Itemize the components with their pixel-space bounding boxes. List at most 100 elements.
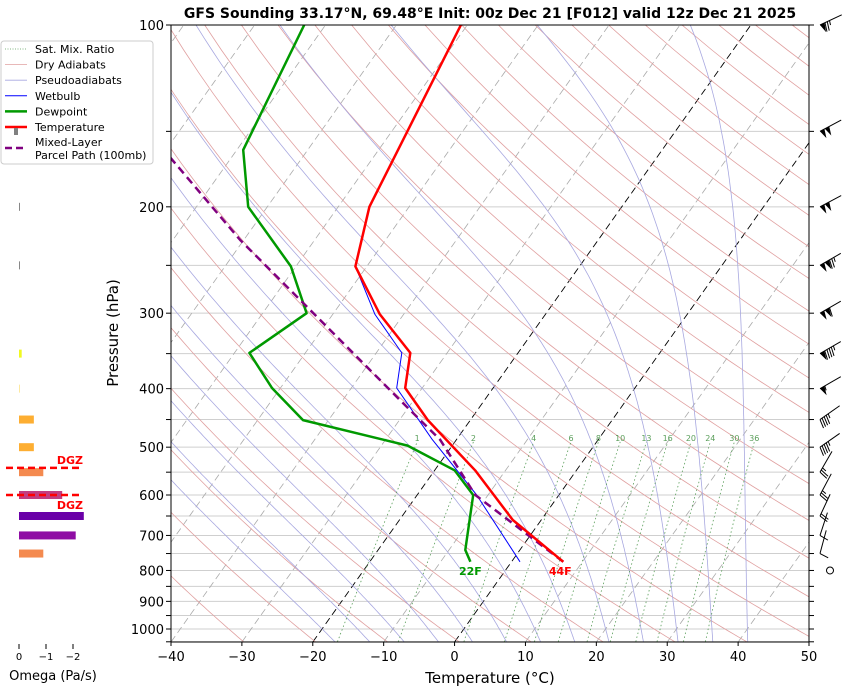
dry-adiabat-line (277, 25, 809, 485)
x-tick-label: 50 (801, 650, 818, 665)
y-tick-label: 200 (139, 201, 164, 216)
wind-barb (819, 433, 840, 456)
wind-barb (819, 376, 842, 396)
omega-bar (19, 415, 34, 424)
barb-pennant (824, 201, 832, 212)
barb-staff (819, 195, 842, 208)
barb-half (829, 20, 831, 26)
omega-panel: DGZ DGZ 0 −1 −2 (6, 127, 84, 663)
omega-bar (19, 261, 20, 270)
wind-barb (819, 451, 833, 479)
isotherm-line (383, 42, 809, 642)
barb-staff (819, 119, 842, 132)
mixing-ratio-line (557, 441, 621, 642)
barb-pennant (824, 260, 832, 270)
legend-label: Parcel Path (100mb) (35, 149, 146, 162)
barb-pennant (820, 129, 827, 139)
mixing-ratio-label: 30 (729, 434, 739, 443)
pseudoadiabat-line (536, 25, 714, 642)
x-axis-label: Temperature (°C) (424, 669, 554, 687)
barb-full (819, 553, 829, 559)
legend-label: Temperature (34, 121, 105, 134)
legend-label: Wetbulb (35, 90, 80, 103)
dry-adiabat-line (241, 25, 809, 521)
dry-adiabat-line (171, 207, 676, 642)
legend-label: Dewpoint (35, 105, 88, 118)
barb-pennant (820, 204, 827, 214)
dry-adiabat-line (461, 25, 809, 312)
y-tick-label: 500 (139, 441, 164, 456)
barb-half (833, 257, 836, 262)
barb-full (819, 515, 828, 523)
barb-full (819, 471, 828, 479)
series-temperature-line (354, 25, 565, 563)
omega-axis-label: Omega (Pa/s) (9, 669, 97, 684)
x-tick-label: 0 (450, 650, 458, 665)
x-tick-label: 10 (517, 650, 534, 665)
barb-staff (819, 405, 840, 420)
pseudoadiabat-line (171, 441, 370, 642)
barb-staff (819, 512, 828, 536)
x-tick-label: −30 (228, 650, 255, 665)
pseudoadiabat-line (171, 304, 473, 642)
mixing-ratio-label: 24 (705, 434, 715, 443)
barb-full (820, 492, 829, 500)
dry-adiabat-line (351, 25, 809, 413)
mixing-ratio-line (586, 441, 647, 642)
barb-pennant (824, 126, 832, 136)
wind-barb (819, 405, 840, 429)
series-dewpoint-line (241, 25, 475, 563)
dry-adiabat-line (387, 25, 809, 379)
isotherm-line (808, 641, 809, 642)
legend-label: Sat. Mix. Ratio (35, 43, 115, 56)
pseudoadiabat-line (390, 25, 679, 642)
barb-half (824, 385, 827, 391)
dry-adiabat-line (498, 25, 809, 280)
omega-bar (19, 511, 84, 520)
dry-adiabat-line (204, 25, 809, 559)
barb-pennant (820, 386, 827, 396)
isotherm-line (525, 241, 809, 642)
mixing-ratio-line (656, 441, 711, 642)
barb-pennant (820, 262, 827, 272)
pseudoadiabat-line (171, 91, 576, 642)
isotherm-line (312, 25, 752, 642)
wind-barb (819, 473, 832, 502)
y-tick-label: 100 (139, 19, 164, 34)
dry-adiabat-line (171, 511, 316, 642)
pseudoadiabat-line (195, 25, 610, 642)
omega-bar (19, 468, 44, 477)
wind-barb (819, 341, 842, 361)
pseudoadiabat-line (171, 479, 336, 642)
barb-half (827, 413, 831, 419)
mixing-ratio-label: 13 (641, 434, 651, 443)
barb-full (831, 258, 835, 268)
barb-full (829, 307, 833, 317)
barb-pennant (820, 351, 827, 361)
wind-barb (819, 300, 842, 320)
background-lines (171, 25, 809, 642)
pseudoadiabat-line (689, 25, 749, 642)
barb-staff (819, 451, 833, 473)
barb-half (832, 345, 836, 351)
chart-title: GFS Sounding 33.17°N, 69.48°E Init: 00z … (184, 6, 796, 22)
barb-full (823, 444, 829, 454)
barb-full (826, 349, 831, 359)
dry-adiabat-line (171, 575, 244, 642)
barb-full (829, 259, 833, 269)
barb-full (819, 446, 824, 456)
x-tick-label: 40 (730, 650, 747, 665)
barb-half (822, 490, 827, 494)
isotherm-line (596, 341, 809, 642)
barb-full (820, 469, 829, 477)
mixing-ratio-line (609, 441, 669, 642)
profile-lines (171, 25, 565, 563)
isotherm-line (667, 441, 809, 642)
barb-staff (819, 433, 840, 448)
barb-half (822, 467, 827, 472)
omega-bar (19, 549, 44, 558)
omega-tick-label: −1 (39, 652, 54, 663)
isotherm-line (171, 25, 539, 543)
mixing-ratio-label: 8 (596, 434, 601, 443)
